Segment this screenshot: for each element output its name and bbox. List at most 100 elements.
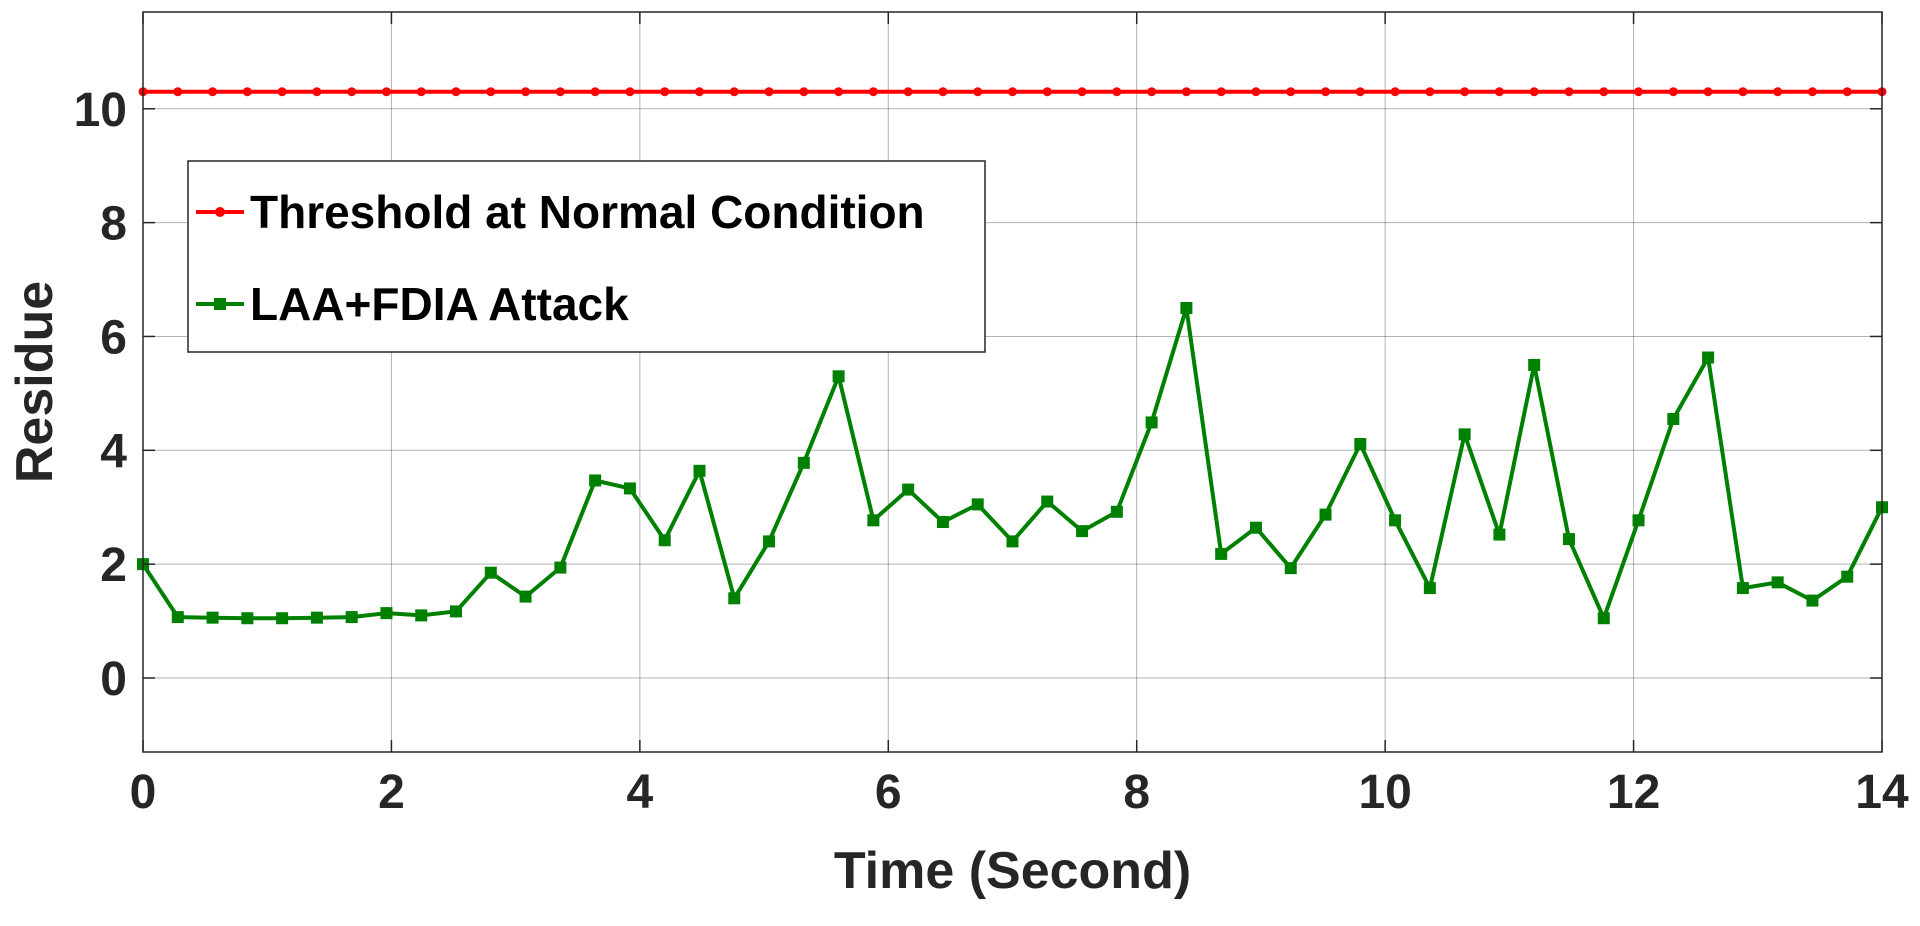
data-point (173, 87, 183, 97)
data-point (519, 590, 532, 603)
data-point (276, 612, 289, 625)
data-point (415, 609, 428, 622)
data-point (1806, 594, 1819, 607)
x-tick-label: 4 (627, 766, 654, 819)
data-point (1319, 508, 1332, 521)
data-point (971, 498, 984, 511)
legend-box (187, 160, 986, 353)
data-point (1736, 582, 1749, 595)
data-point (1458, 428, 1471, 441)
data-point (521, 87, 531, 97)
data-point (1215, 547, 1228, 560)
data-point (694, 87, 704, 97)
data-point (764, 87, 774, 97)
x-tick-label: 2 (378, 766, 405, 819)
data-point (938, 87, 948, 97)
data-point (1112, 87, 1122, 97)
data-point (1008, 87, 1017, 97)
data-point (623, 482, 636, 495)
data-point (1355, 87, 1365, 97)
data-point (1423, 582, 1436, 595)
y-tick-label: 2 (100, 539, 127, 592)
data-point (1668, 87, 1678, 97)
y-tick-label: 6 (100, 311, 127, 364)
data-point (763, 535, 776, 548)
data-point (1216, 87, 1226, 97)
data-point (1703, 87, 1713, 97)
data-point (1529, 87, 1539, 97)
legend: Threshold at Normal Condition LAA+FDIA A… (187, 160, 986, 353)
data-point (1773, 87, 1783, 97)
data-point (1564, 87, 1574, 97)
x-tick-label: 8 (1123, 766, 1150, 819)
y-axis-label: Residue (6, 281, 64, 483)
data-point (1076, 525, 1089, 538)
data-point (1110, 505, 1123, 518)
data-point (1807, 87, 1817, 97)
y-tick-label: 10 (74, 84, 127, 137)
data-point (277, 87, 287, 97)
legend-marker-attack (214, 298, 226, 310)
data-point (590, 87, 600, 97)
data-point (868, 87, 878, 97)
data-point (1667, 413, 1680, 425)
data-point (416, 87, 426, 97)
data-point (381, 87, 391, 97)
data-point (1528, 358, 1541, 371)
data-point (1771, 576, 1784, 589)
data-point (625, 87, 635, 97)
data-point (1181, 87, 1191, 97)
data-point (1597, 612, 1610, 625)
data-point (1632, 514, 1645, 527)
data-point (1180, 302, 1193, 314)
data-point (1041, 495, 1054, 508)
legend-label-attack: LAA+FDIA Attack (250, 278, 629, 330)
data-point (834, 87, 844, 97)
data-point (1425, 87, 1435, 97)
y-tick-label: 8 (100, 198, 127, 251)
data-point (1077, 87, 1087, 97)
data-point (1389, 514, 1402, 527)
data-point (1042, 87, 1052, 97)
data-point (799, 87, 809, 97)
data-point (589, 474, 602, 487)
data-point (936, 516, 949, 529)
x-tick-label: 0 (130, 766, 157, 819)
data-point (1841, 570, 1854, 583)
y-tick-label: 0 (100, 653, 127, 706)
legend-label-threshold: Threshold at Normal Condition (250, 186, 925, 238)
x-tick-label: 10 (1358, 766, 1411, 819)
data-point (1634, 87, 1644, 97)
data-point (310, 611, 323, 624)
data-point (555, 87, 565, 97)
y-tick-label: 4 (100, 425, 127, 478)
data-point (660, 87, 670, 97)
data-point (1702, 351, 1715, 364)
data-point (1147, 87, 1157, 97)
data-point (1145, 416, 1158, 429)
data-point (1494, 87, 1504, 97)
data-point (171, 611, 184, 624)
data-point (1460, 87, 1470, 97)
data-point (1599, 87, 1609, 97)
data-point (484, 566, 497, 579)
axis-ticks: 0 2 4 6 8 10 12 14 0 2 4 6 8 10 (74, 12, 1909, 819)
data-point (450, 605, 463, 618)
data-point (347, 87, 357, 97)
x-axis-label: Time (Second) (834, 842, 1191, 900)
data-point (241, 612, 254, 625)
data-point (729, 87, 739, 97)
data-point (797, 456, 810, 469)
data-point (486, 87, 496, 97)
data-point (242, 87, 252, 97)
data-point (1562, 533, 1575, 546)
x-tick-label: 6 (875, 766, 902, 819)
x-tick-label: 12 (1607, 766, 1660, 819)
data-point (1842, 87, 1852, 97)
data-point (902, 483, 915, 496)
data-point (1284, 562, 1297, 575)
data-point (554, 561, 567, 574)
data-point (832, 370, 845, 383)
